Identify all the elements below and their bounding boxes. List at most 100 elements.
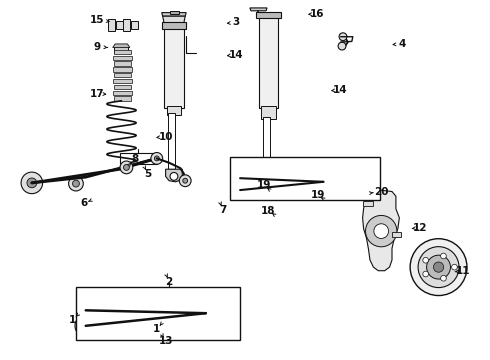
Bar [167,106,181,115]
Bar [116,21,122,29]
Text: 10: 10 [158,132,173,142]
Circle shape [146,301,158,312]
Text: 11: 11 [456,266,470,276]
Bar [114,85,131,89]
Circle shape [434,262,443,272]
Polygon shape [363,190,399,271]
Circle shape [69,176,83,191]
Text: 14: 14 [229,50,244,60]
Text: 1: 1 [69,315,76,325]
Bar [256,12,281,18]
Circle shape [179,175,191,186]
Bar [162,22,186,29]
Bar [168,113,175,169]
Bar [170,11,179,14]
Circle shape [418,247,459,288]
Circle shape [78,303,93,318]
Text: 17: 17 [90,89,104,99]
Bar [131,21,138,29]
Circle shape [423,271,429,277]
Circle shape [320,178,327,185]
Text: 8: 8 [131,154,138,164]
Circle shape [374,224,389,238]
Circle shape [120,161,133,174]
Polygon shape [113,44,130,48]
Polygon shape [162,13,186,16]
Circle shape [197,304,215,322]
Bar [113,91,132,95]
Circle shape [236,174,244,182]
Circle shape [338,42,346,50]
Bar [259,14,278,108]
Text: 19: 19 [310,190,325,200]
Bar [76,287,240,340]
Bar [392,232,401,237]
Circle shape [123,165,129,170]
Bar [114,45,128,53]
Polygon shape [163,16,185,23]
Text: 20: 20 [374,186,389,197]
Text: 3: 3 [233,17,240,27]
Bar [261,106,276,119]
Circle shape [81,321,91,331]
Circle shape [170,172,178,180]
Circle shape [27,178,37,188]
Bar [113,79,132,83]
Text: 18: 18 [261,206,276,216]
Bar [164,25,184,108]
Text: 12: 12 [413,222,428,233]
Bar [120,153,157,164]
Text: 5: 5 [145,168,151,179]
Text: 19: 19 [256,180,271,190]
Circle shape [441,253,446,259]
Text: 7: 7 [219,204,227,215]
Bar [230,157,380,200]
Bar [114,61,131,66]
Text: 4: 4 [398,39,406,49]
Text: 13: 13 [158,336,173,346]
Circle shape [231,169,249,187]
Circle shape [172,319,176,323]
Bar [123,19,130,31]
Bar [363,201,373,206]
Text: 6: 6 [81,198,88,208]
Bar [114,96,131,101]
Circle shape [452,264,457,270]
Circle shape [366,215,397,247]
Circle shape [169,316,179,326]
Bar [108,19,115,31]
Text: 14: 14 [333,85,348,95]
Circle shape [316,174,331,190]
Text: 2: 2 [166,276,172,287]
Circle shape [151,153,163,164]
Circle shape [73,180,79,187]
Polygon shape [166,169,182,182]
Circle shape [272,192,277,197]
Circle shape [149,304,154,309]
Bar [113,55,132,60]
Circle shape [75,315,97,337]
Circle shape [269,189,280,200]
Polygon shape [257,169,275,182]
Text: 1: 1 [153,324,160,334]
Circle shape [234,184,246,197]
Circle shape [423,257,429,263]
Text: 9: 9 [94,42,100,52]
Circle shape [82,307,89,314]
Circle shape [154,156,159,161]
Circle shape [202,309,210,317]
Circle shape [263,172,270,180]
Circle shape [183,178,188,183]
Text: 15: 15 [90,15,104,25]
Circle shape [237,187,243,193]
Bar [113,67,132,72]
Circle shape [21,172,43,194]
Bar [114,50,131,54]
Circle shape [410,239,467,296]
Bar [263,117,270,169]
Circle shape [427,255,450,279]
Circle shape [339,33,347,41]
Text: 16: 16 [310,9,325,19]
Polygon shape [250,8,267,11]
Bar [114,73,131,77]
